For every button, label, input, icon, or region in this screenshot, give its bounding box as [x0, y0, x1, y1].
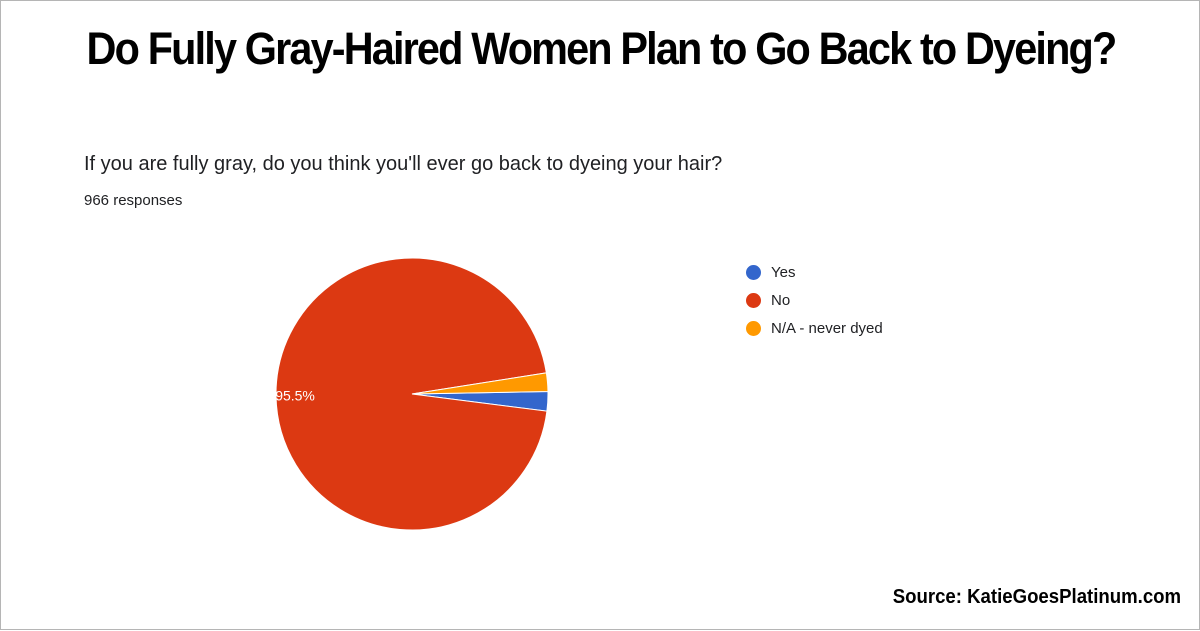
pie-slices — [275, 257, 549, 531]
pie-data-label: 95.5% — [275, 388, 315, 404]
legend-swatch-na — [746, 320, 761, 336]
legend-label-no: No — [771, 291, 791, 309]
source-credit: Source: KatieGoesPlatinum.com — [892, 586, 1181, 608]
legend: Yes No N/A - never dyed — [746, 258, 883, 342]
legend-swatch-no — [746, 292, 761, 308]
pie-slice-no — [275, 257, 548, 531]
legend-item-na: N/A - never dyed — [746, 314, 883, 342]
pie-labels: 95.5% — [275, 388, 315, 404]
legend-item-no: No — [746, 286, 883, 314]
pie-slice-n-a-never-dyed — [411, 372, 549, 395]
pie-slice-yes — [411, 391, 549, 412]
headline: Do Fully Gray-Haired Women Plan to Go Ba… — [86, 23, 1118, 74]
legend-swatch-yes — [746, 264, 761, 280]
legend-item-yes: Yes — [746, 258, 883, 286]
response-count: 966 responses — [84, 192, 183, 209]
legend-label-yes: Yes — [771, 263, 796, 281]
legend-label-na: N/A - never dyed — [771, 319, 883, 337]
chart-title: If you are fully gray, do you think you'… — [84, 153, 723, 175]
